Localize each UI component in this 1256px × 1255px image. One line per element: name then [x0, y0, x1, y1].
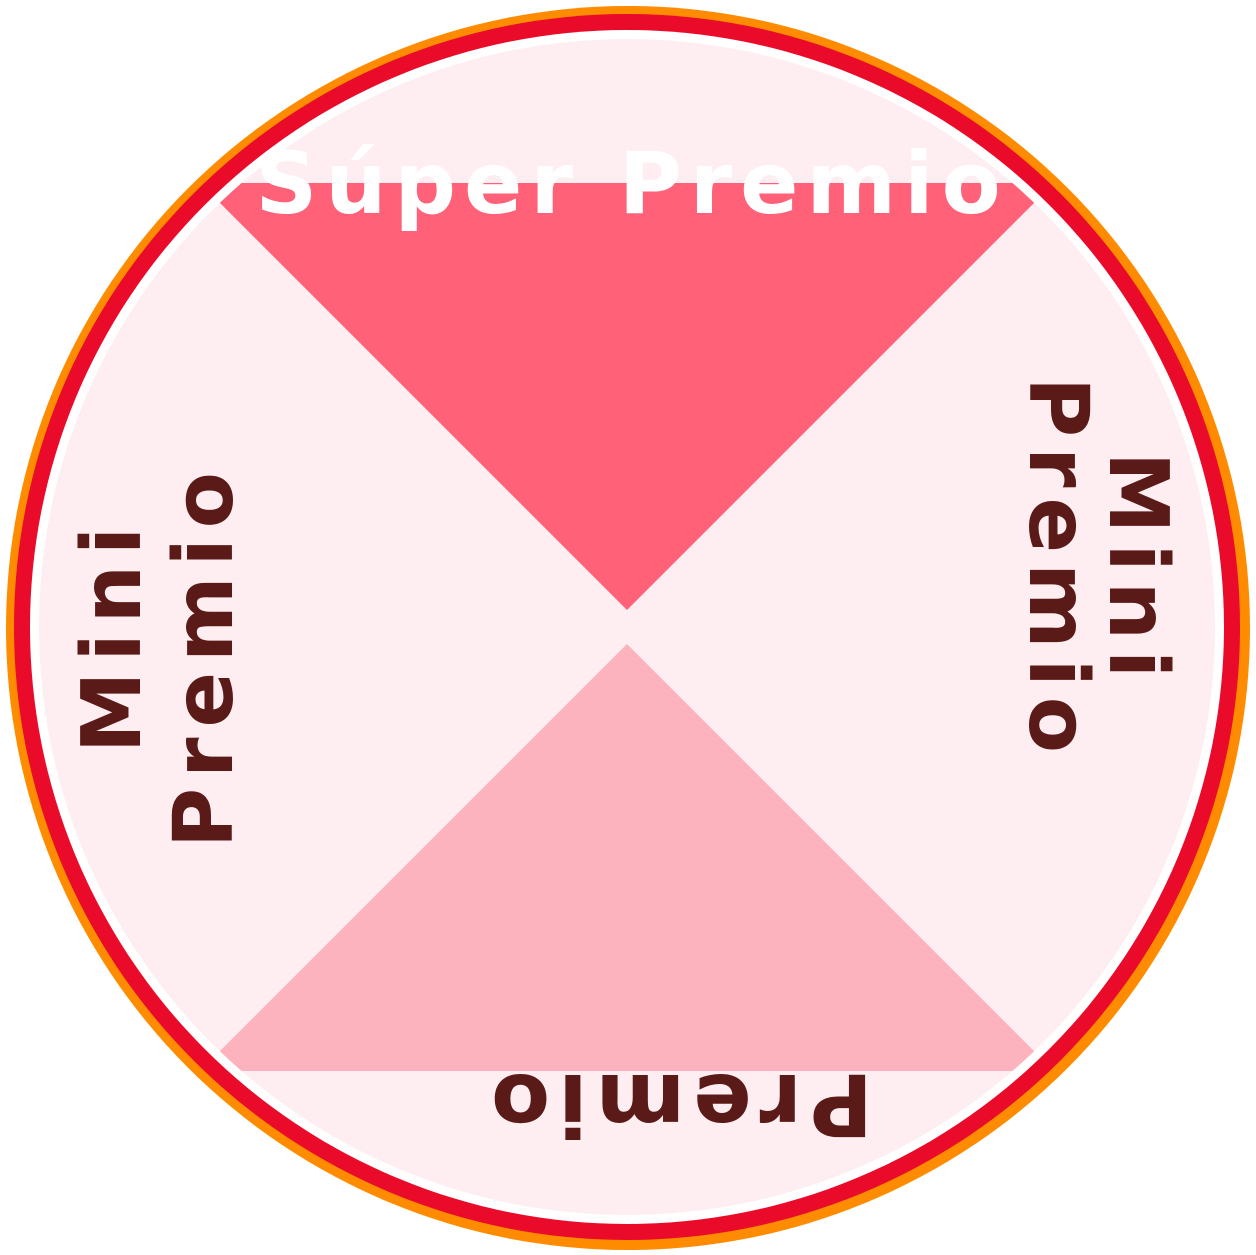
segment-super-premio[interactable]: [200, 183, 1054, 610]
label-premio-right: Premio: [1010, 377, 1105, 763]
wheel-segments: [39, 39, 1215, 1215]
label-premio-bottom: Premio: [483, 1054, 873, 1154]
segment-mini-premio-right[interactable]: [644, 200, 1071, 1054]
segment-premio[interactable]: [200, 644, 1054, 1071]
label-mini-right: Mini: [1090, 452, 1185, 688]
label-premio-left: Premio: [157, 462, 252, 848]
label-mini-left: Mini: [65, 517, 160, 753]
wheel-disc-base: [39, 39, 1215, 1215]
segment-mini-premio-left[interactable]: [183, 200, 610, 1054]
label-super-premio: Súper Premio: [255, 134, 1008, 234]
